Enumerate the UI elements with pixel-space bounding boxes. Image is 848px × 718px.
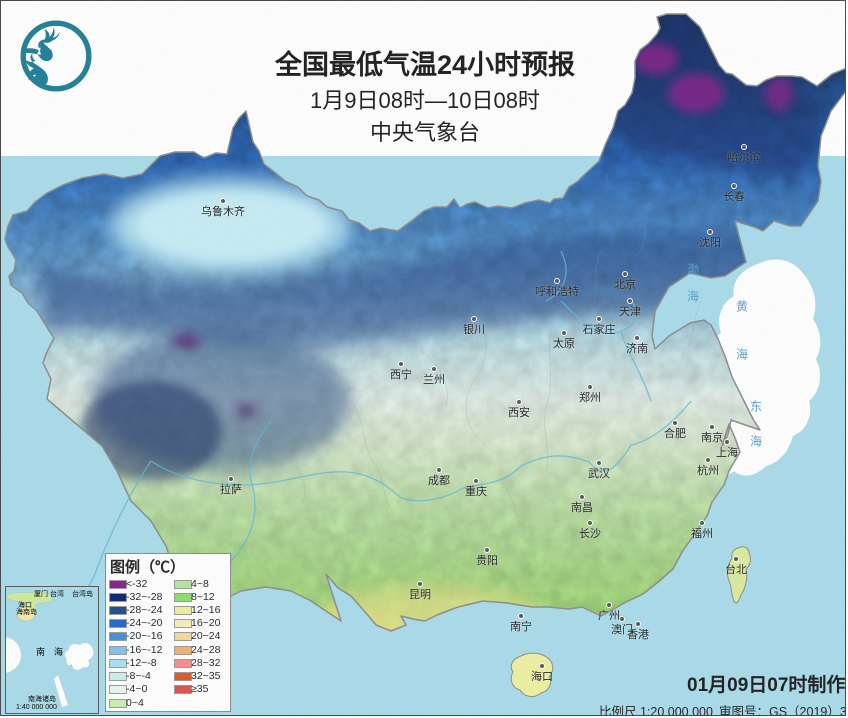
svg-text:海南岛: 海南岛 bbox=[16, 607, 37, 616]
svg-text:南 海: 南 海 bbox=[36, 646, 63, 657]
svg-text:海口: 海口 bbox=[18, 600, 32, 609]
svg-text:1:40 000 000: 1:40 000 000 bbox=[16, 704, 57, 711]
svg-text:南海诸岛: 南海诸岛 bbox=[28, 694, 56, 703]
svg-text:台湾岛: 台湾岛 bbox=[72, 589, 93, 598]
svg-text:厦门 台湾: 厦门 台湾 bbox=[34, 589, 64, 598]
